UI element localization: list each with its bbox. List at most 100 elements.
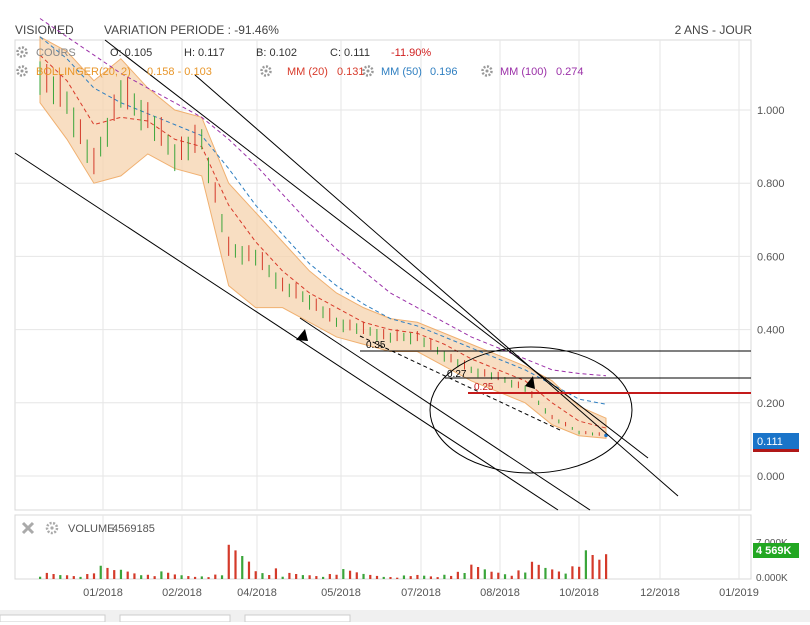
- highlight-ellipse: [429, 346, 633, 474]
- symbol-title: VISIOMED: [15, 23, 74, 37]
- volume-bar: [369, 574, 372, 579]
- volume-bar: [470, 564, 473, 579]
- volume-bar: [517, 570, 520, 579]
- volume-bar: [52, 574, 55, 579]
- volume-close-icon[interactable]: [21, 521, 35, 535]
- volume-bar: [456, 571, 459, 579]
- volume-bar: [598, 559, 601, 579]
- volume-bar: [45, 572, 48, 579]
- legend-bollinger-value: 0.158 - 0.103: [147, 66, 212, 78]
- volume-bar: [429, 576, 433, 579]
- volume-bar: [483, 569, 486, 579]
- volume-bar: [551, 569, 554, 579]
- legend-bollinger: BOLLINGER(20, 2): [36, 66, 131, 78]
- bottom-tab-2[interactable]: [119, 614, 231, 623]
- volume-bar: [450, 575, 453, 579]
- volume-bar: [497, 572, 500, 579]
- volume-bar: [322, 576, 325, 579]
- bottom-tab-3[interactable]: [244, 614, 351, 623]
- legend-row-2: BOLLINGER(20, 2) 0.158 - 0.103 MM (20) 0…: [16, 65, 584, 78]
- y-tick-label: 0.000: [757, 471, 785, 483]
- trend-channel-line: [104, 39, 649, 459]
- volume-bar: [355, 572, 358, 579]
- mm50-settings-icon[interactable]: [362, 65, 374, 77]
- mm20-settings-icon[interactable]: [260, 65, 272, 77]
- legend-high: H: 0.117: [184, 47, 225, 59]
- y-tick-label: 0.600: [757, 251, 785, 263]
- volume-bar: [133, 573, 136, 579]
- volume-bar: [463, 573, 466, 579]
- volume-bar: [315, 576, 318, 579]
- volume-bar: [584, 550, 587, 579]
- volume-bar: [274, 568, 278, 579]
- volume-bar: [537, 564, 540, 579]
- volume-bar: [79, 576, 82, 579]
- bottom-tab-1[interactable]: [0, 614, 106, 623]
- volume-bar: [382, 576, 385, 579]
- legend-cours: COURS: [36, 47, 76, 59]
- volume-bar: [335, 574, 338, 579]
- volume-bar: [524, 572, 527, 579]
- volume-bar: [436, 577, 439, 579]
- volume-bar: [301, 575, 304, 579]
- volume-bar: [140, 575, 143, 579]
- trend-channel-line: [194, 74, 679, 497]
- volume-bar: [409, 576, 412, 579]
- trend-channel-line: [14, 152, 559, 511]
- mm100-settings-icon[interactable]: [481, 65, 493, 77]
- level-label-level-027: 0.27: [447, 369, 467, 380]
- volume-bar: [490, 571, 493, 579]
- volume-bar: [106, 567, 109, 579]
- volume-bar: [544, 567, 547, 579]
- x-tick-label: 08/2018: [480, 587, 520, 599]
- volume-bar: [59, 575, 62, 579]
- volume-label: VOLUME: [68, 523, 114, 535]
- legend-open: O: 0.105: [110, 47, 152, 59]
- volume-bar: [72, 576, 75, 579]
- volume-value: 4569185: [112, 523, 155, 535]
- volume-bar: [416, 574, 419, 579]
- y-tick-label: 1.000: [757, 105, 785, 117]
- volume-bar: [503, 574, 507, 579]
- period-text: 2 ANS - JOUR: [675, 23, 753, 37]
- bollinger-settings-icon[interactable]: [16, 65, 28, 77]
- volume-bar: [126, 571, 129, 579]
- x-tick-label: 05/2018: [321, 587, 361, 599]
- volume-bar: [113, 570, 116, 579]
- volume-bar: [193, 576, 197, 579]
- volume-bar: [268, 575, 271, 579]
- legend-mm50: MM (50): [381, 66, 422, 78]
- volume-bar: [362, 573, 365, 579]
- volume-settings-icon[interactable]: [45, 521, 59, 535]
- last-price-tag-bg: [753, 433, 799, 449]
- volume-bar: [146, 574, 150, 579]
- volume-bar: [220, 575, 224, 579]
- volume-bar: [375, 575, 379, 579]
- volume-bar: [402, 575, 406, 579]
- volume-bar-last: [605, 554, 608, 579]
- volume-plot-frame: [14, 514, 752, 580]
- legend-mm50-value: 0.196: [430, 66, 458, 78]
- legend-row-1: COURS O: 0.105 H: 0.117 B: 0.102 C: 0.11…: [16, 46, 431, 59]
- volume-bar: [39, 576, 42, 579]
- legend-mm20-value: 0.131: [337, 66, 365, 78]
- legend-low: B: 0.102: [256, 47, 297, 59]
- volume-bar: [564, 573, 567, 579]
- dashed-trend-line: [359, 335, 561, 431]
- volume-bar: [281, 576, 284, 579]
- volume-bar: [254, 571, 257, 579]
- volume-bar: [295, 574, 298, 579]
- volume-bar: [510, 575, 513, 579]
- cours-settings-icon[interactable]: [16, 46, 28, 58]
- legend-close: C: 0.111: [330, 47, 370, 59]
- volume-bar: [288, 572, 291, 579]
- volume-bar: [342, 569, 345, 579]
- last-price-tag: 0.111: [757, 436, 783, 448]
- volume-bar: [153, 576, 156, 579]
- volume-bar: [476, 567, 480, 579]
- volume-bar: [578, 566, 581, 579]
- trend-channel-line: [299, 317, 591, 511]
- level-label-level-025: 0.25: [474, 382, 494, 393]
- legend-mm100-value: 0.274: [556, 66, 584, 78]
